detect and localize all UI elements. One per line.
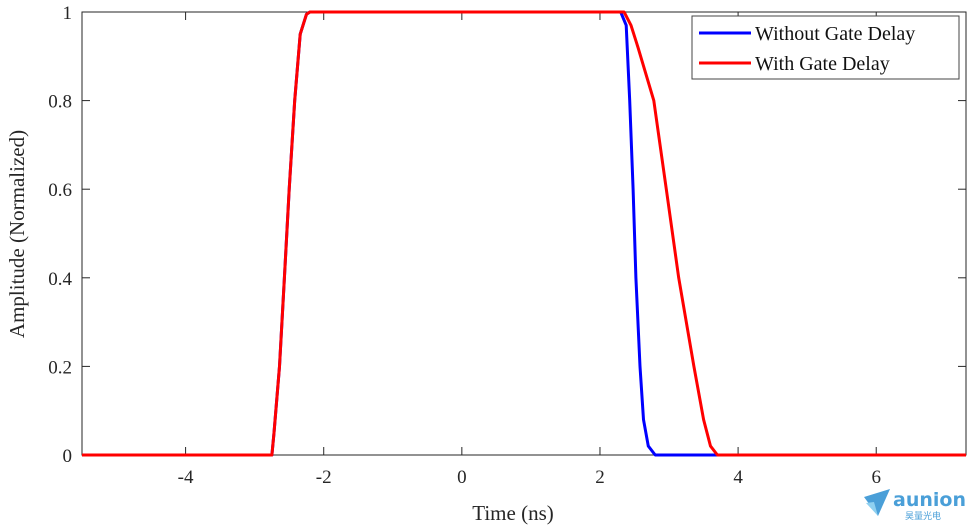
- x-axis-label: Time (ns): [472, 501, 554, 525]
- y-tick-label: 0.4: [48, 269, 72, 290]
- y-axis-label: Amplitude (Normalized): [5, 130, 29, 338]
- watermark-subtitle: 昊量光电: [905, 510, 941, 522]
- y-tick-label: 0: [63, 446, 73, 467]
- legend-label-without: Without Gate Delay: [755, 23, 915, 45]
- y-tick-label: 0.6: [48, 180, 72, 201]
- x-tick-label: 2: [595, 467, 605, 488]
- series-line-with-gate-delay: [82, 10, 966, 457]
- x-tick-label: -2: [316, 467, 332, 488]
- y-tick-label: 0.8: [48, 92, 72, 113]
- watermark-brand: aunion: [893, 489, 966, 511]
- watermark-logo-icon: [864, 489, 890, 516]
- x-tick-label: -4: [178, 467, 194, 488]
- legend: Without Gate Delay With Gate Delay: [691, 15, 960, 80]
- watermark: aunion 昊量光电: [864, 489, 966, 522]
- plot-area: -4 -2 0 2 4 6 0 0.2 0.4 0.6 0.8 1: [48, 3, 967, 488]
- x-tick-label: 0: [457, 467, 467, 488]
- y-tick-label: 0.2: [48, 357, 72, 378]
- legend-label-with: With Gate Delay: [755, 53, 890, 75]
- x-tick-label: 4: [733, 467, 743, 488]
- x-tick-label: 6: [871, 467, 881, 488]
- y-tick-label: 1: [63, 3, 73, 24]
